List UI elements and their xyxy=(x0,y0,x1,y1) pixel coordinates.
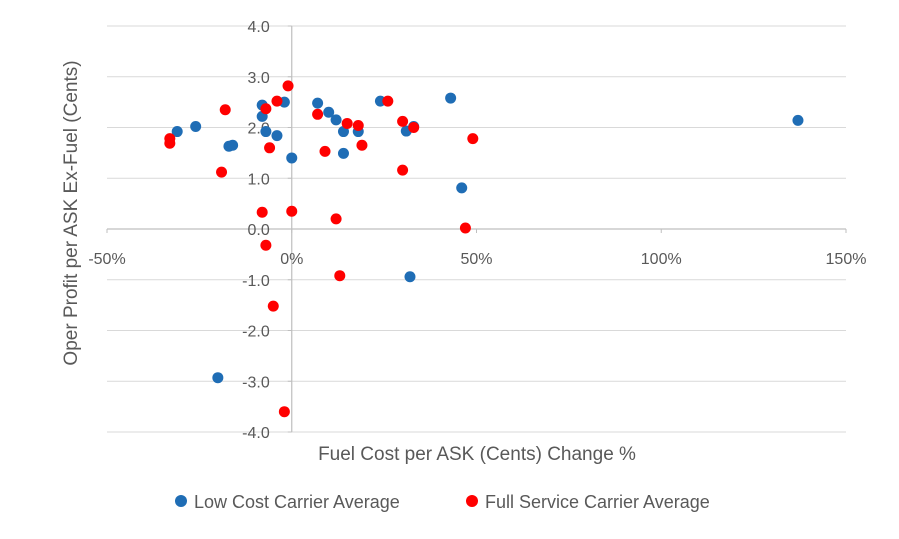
x-tick-label: -50% xyxy=(88,251,125,268)
data-point xyxy=(227,139,239,151)
data-point xyxy=(260,103,272,115)
data-point xyxy=(467,133,479,145)
y-tick-label: 1.0 xyxy=(248,171,270,188)
data-point xyxy=(397,115,409,127)
data-point xyxy=(459,222,471,234)
data-point xyxy=(271,95,283,107)
y-tick-label: 0.0 xyxy=(248,222,270,239)
data-points xyxy=(164,80,804,418)
x-axis-title: Fuel Cost per ASK (Cents) Change % xyxy=(318,444,636,465)
y-tick-label: -2.0 xyxy=(242,324,270,341)
data-point xyxy=(382,95,394,107)
data-point xyxy=(341,117,353,129)
data-point xyxy=(330,213,342,225)
legend-marker-full-service xyxy=(466,495,478,507)
data-point xyxy=(278,406,290,418)
y-tick-label: -4.0 xyxy=(242,425,270,442)
data-point xyxy=(312,108,324,120)
x-tick-labels: -50% 0% 50% 100% 150% xyxy=(88,229,866,268)
data-point xyxy=(330,114,342,126)
data-point xyxy=(312,97,324,109)
data-point xyxy=(352,119,364,131)
legend-marker-low-cost xyxy=(175,495,187,507)
data-point xyxy=(219,104,231,116)
data-point xyxy=(216,166,228,178)
data-point xyxy=(271,130,283,142)
data-point xyxy=(397,164,409,176)
y-tick-label: 4.0 xyxy=(248,19,270,36)
data-point xyxy=(356,139,368,151)
data-point xyxy=(792,114,804,126)
x-tick-label: 50% xyxy=(460,251,492,268)
y-tick-labels: 4.03.02.01.00.0-1.0-2.0-3.0-4.0 xyxy=(242,19,292,442)
data-point xyxy=(282,80,294,92)
data-point xyxy=(323,106,335,118)
data-point xyxy=(171,126,183,138)
legend: Low Cost Carrier Average Full Service Ca… xyxy=(175,492,710,512)
x-tick-label: 100% xyxy=(641,251,682,268)
gridlines xyxy=(107,25,846,433)
data-point xyxy=(286,205,298,217)
data-point xyxy=(404,271,416,283)
series-full-service xyxy=(164,80,479,418)
data-point xyxy=(456,182,468,194)
data-point xyxy=(408,122,420,133)
y-tick-label: 3.0 xyxy=(248,70,270,87)
data-point xyxy=(260,239,272,251)
data-point xyxy=(286,152,298,164)
data-point xyxy=(212,372,224,384)
data-point xyxy=(334,270,346,282)
x-tick-label: 150% xyxy=(826,251,867,268)
data-point xyxy=(260,126,272,138)
y-tick-label: -3.0 xyxy=(242,374,270,391)
data-point xyxy=(267,300,279,312)
legend-label-low-cost: Low Cost Carrier Average xyxy=(194,492,400,512)
x-tick-label: 0% xyxy=(280,251,303,268)
data-point xyxy=(337,147,349,159)
data-point xyxy=(264,142,276,154)
legend-label-full-service: Full Service Carrier Average xyxy=(485,492,710,512)
data-point xyxy=(319,145,331,157)
data-point xyxy=(256,206,268,218)
y-tick-label: -1.0 xyxy=(242,273,270,290)
data-point xyxy=(190,120,202,132)
data-point xyxy=(445,92,457,104)
y-axis-title: Oper Profit per ASK Ex-Fuel (Cents) xyxy=(61,60,82,365)
data-point xyxy=(164,137,176,149)
